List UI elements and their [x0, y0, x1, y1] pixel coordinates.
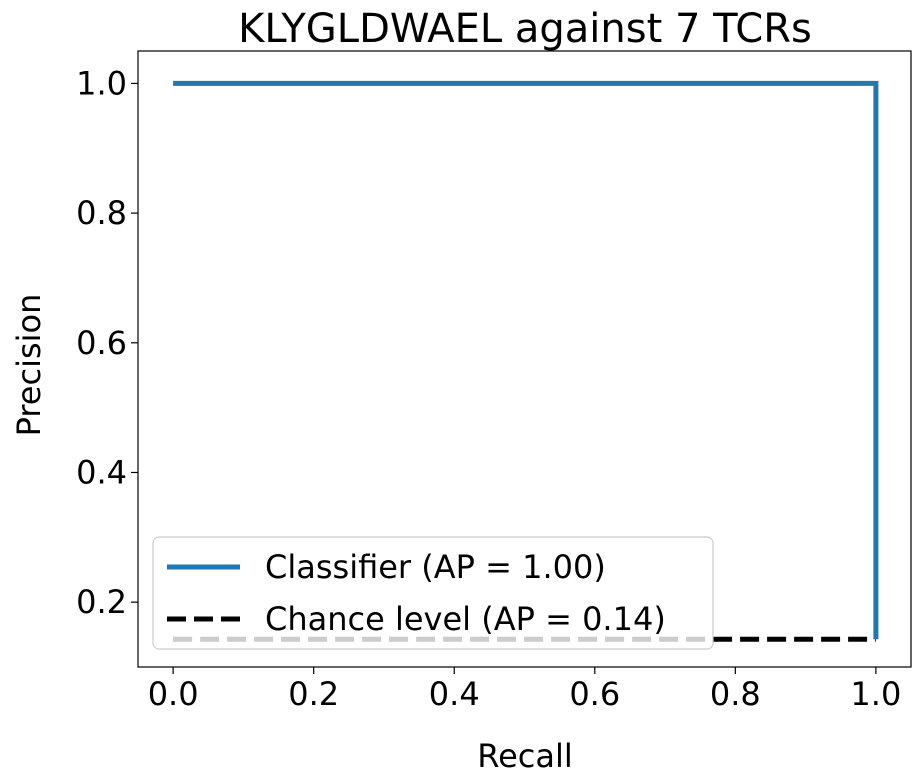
- axes-frame: [137, 50, 912, 668]
- series-line-0: [173, 80, 879, 640]
- y-tick-label: 1.0: [76, 64, 127, 102]
- x-tick-label: 0.0: [148, 675, 199, 713]
- chart-title: KLYGLDWAEL against 7 TCRs: [238, 6, 812, 52]
- x-tick-label: 0.6: [569, 675, 620, 713]
- legend-box: [152, 536, 714, 650]
- legend-label: Classifier (AP = 1.00): [265, 548, 606, 586]
- y-tick-label: 0.4: [76, 453, 127, 491]
- x-axis-label: Recall: [477, 737, 572, 775]
- y-tick-label: 0.8: [76, 194, 127, 232]
- x-tick-label: 1.0: [850, 675, 901, 713]
- x-axis-ticks: 0.0 0.2 0.4 0.6 0.8 1.0: [148, 667, 901, 713]
- y-tick-label: 0.6: [76, 324, 127, 362]
- x-tick-label: 0.4: [429, 675, 480, 713]
- y-tick-label: 0.2: [76, 583, 127, 621]
- y-axis-label: Precision: [10, 294, 48, 437]
- x-tick-label: 0.8: [710, 675, 761, 713]
- legend-label: Chance level (AP = 0.14): [265, 600, 666, 638]
- x-tick-label: 0.2: [288, 675, 339, 713]
- legend: Classifier (AP = 1.00) Chance level (AP =…: [152, 536, 714, 650]
- y-axis-ticks: 0.2 0.4 0.6 0.8 1.0: [76, 64, 138, 621]
